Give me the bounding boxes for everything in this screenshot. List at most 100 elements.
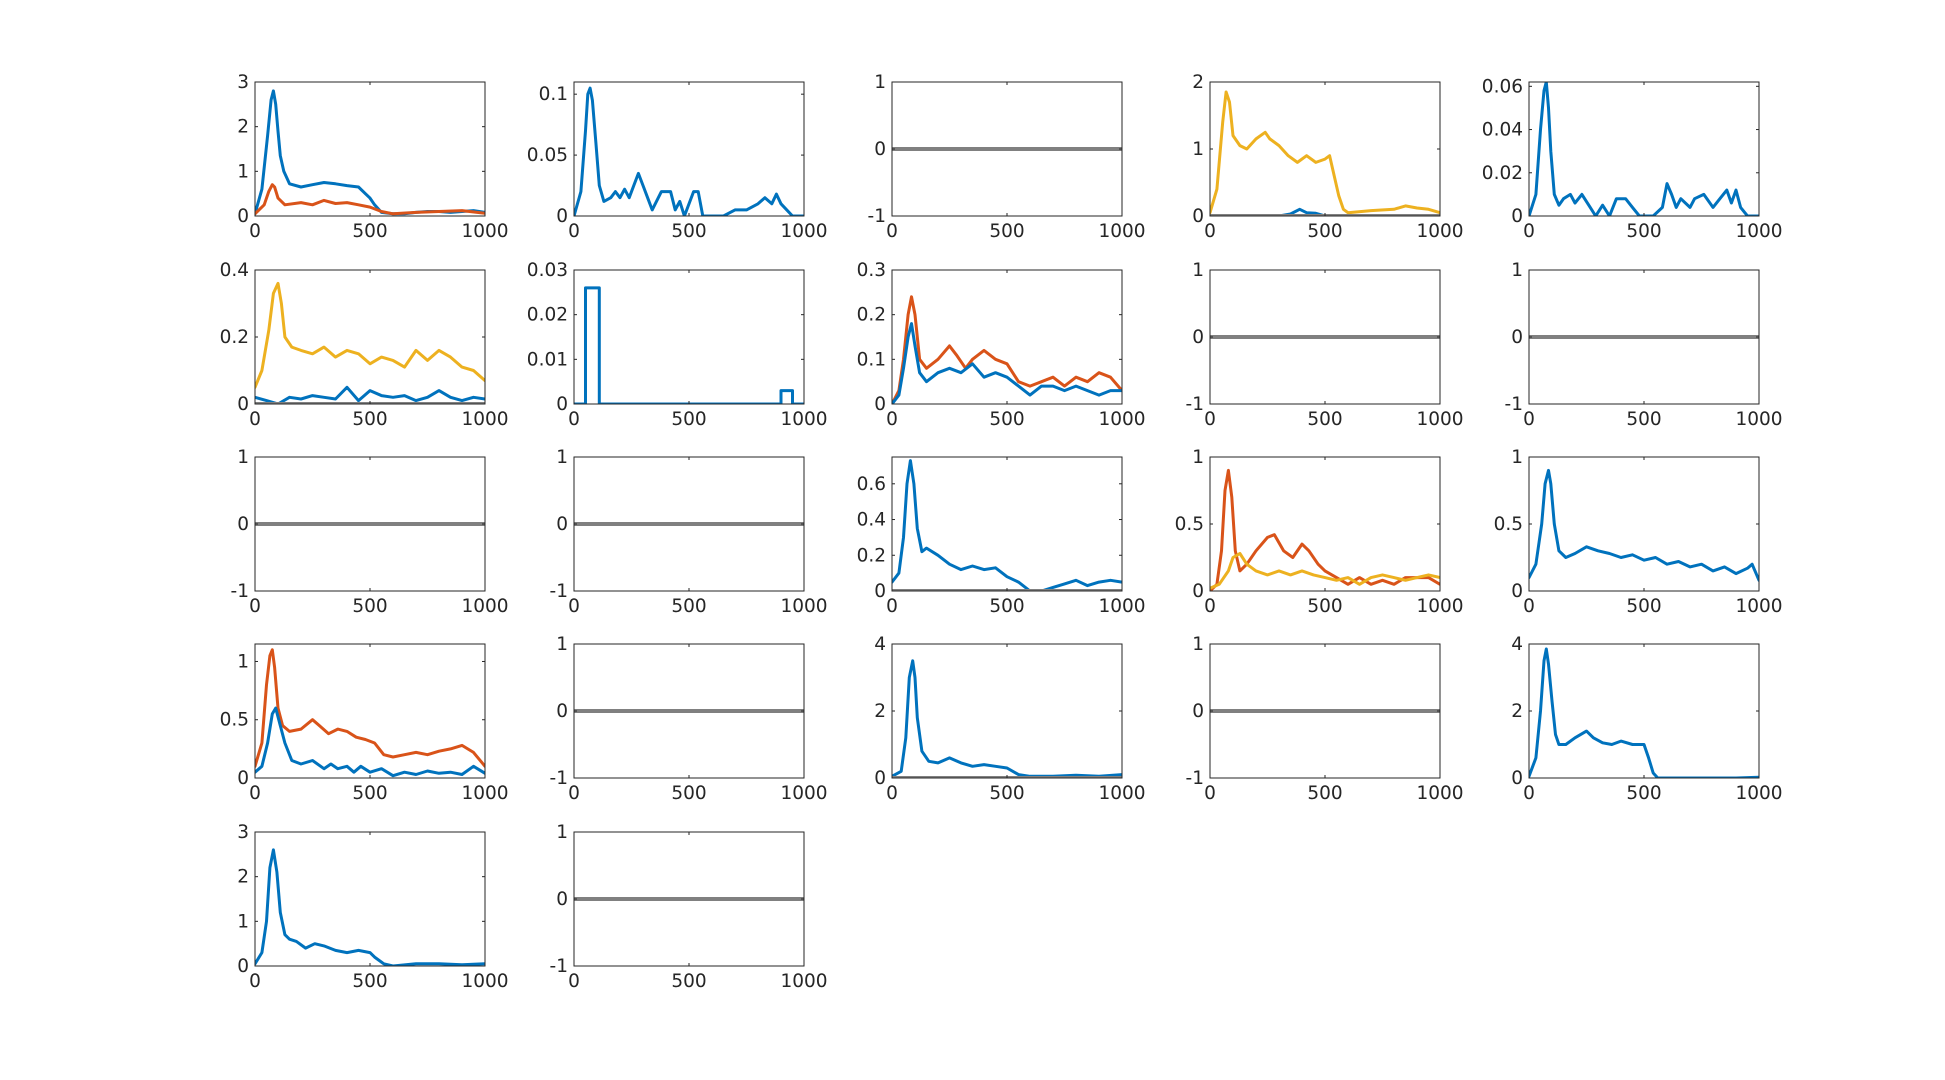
x-tick-label: 0 bbox=[568, 971, 580, 992]
y-tick-label: 0 bbox=[874, 581, 886, 602]
subplot-1: 0 500 1000 0 1 2 3 bbox=[237, 72, 508, 242]
y-tick-label: 0 bbox=[1511, 206, 1523, 227]
series-line-blue bbox=[255, 706, 485, 778]
y-tick-label: 1 bbox=[237, 651, 249, 672]
y-tick-label: 0 bbox=[556, 206, 568, 227]
x-tick-label: 1000 bbox=[1735, 409, 1782, 430]
x-tick-label: 500 bbox=[1626, 783, 1661, 804]
subplot-18: 0 500 1000 0 2 4 bbox=[874, 634, 1145, 804]
y-tick-label: 0 bbox=[237, 956, 249, 977]
y-tick-label: 1 bbox=[237, 447, 249, 468]
x-tick-label: 1000 bbox=[1098, 221, 1145, 242]
subplot-19: 0 500 1000-101 bbox=[1186, 634, 1464, 804]
subplot-15: 0 500 1000 0 0.5 1 bbox=[1494, 447, 1783, 617]
plot-area bbox=[1529, 457, 1759, 591]
x-tick-label: 1000 bbox=[1416, 783, 1463, 804]
y-tick-label: 0 bbox=[556, 394, 568, 415]
x-tick-label: 0 bbox=[568, 596, 580, 617]
y-tick-label: 0 bbox=[556, 701, 568, 722]
y-tick-label: 1 bbox=[556, 822, 568, 843]
subplot-17: 0 500 1000-101 bbox=[550, 634, 828, 804]
x-tick-label: 1000 bbox=[461, 783, 508, 804]
y-tick-label: 0.01 bbox=[527, 349, 568, 370]
y-tick-label: 0 bbox=[1511, 581, 1523, 602]
x-tick-label: 0 bbox=[568, 221, 580, 242]
y-tick-label: 0 bbox=[1192, 701, 1204, 722]
series-line-orange bbox=[255, 183, 485, 216]
plot-area bbox=[255, 270, 485, 404]
y-tick-label: 0 bbox=[1192, 581, 1204, 602]
subplot-21: 0 500 1000 0 1 2 3 bbox=[237, 822, 508, 992]
y-tick-label: 0.04 bbox=[1482, 120, 1523, 141]
y-tick-label: 0.06 bbox=[1482, 76, 1523, 97]
y-tick-label: 0.1 bbox=[539, 84, 568, 105]
series-line-yellow bbox=[255, 281, 485, 389]
y-tick-label: 0.02 bbox=[1482, 163, 1523, 184]
series-group bbox=[1529, 82, 1759, 216]
series-line-yellow bbox=[1210, 90, 1440, 215]
y-tick-label: -1 bbox=[550, 581, 568, 602]
x-tick-label: 0 bbox=[886, 221, 898, 242]
y-tick-label: 0 bbox=[556, 889, 568, 910]
series-line-blue bbox=[892, 459, 1122, 591]
x-tick-label: 500 bbox=[671, 971, 706, 992]
y-tick-label: -1 bbox=[1186, 394, 1204, 415]
subplot-5: 0 500 1000 0 0.02 0.04 0.06 bbox=[1482, 76, 1783, 242]
x-tick-label: 0 bbox=[249, 409, 261, 430]
series-line-blue bbox=[574, 286, 804, 404]
subplot-11: 0 500 1000-101 bbox=[231, 447, 509, 617]
subplot-10: 0 500 1000-101 bbox=[1505, 260, 1783, 430]
y-tick-label: 0 bbox=[874, 139, 886, 160]
y-tick-label: 1 bbox=[237, 911, 249, 932]
plot-area bbox=[1529, 82, 1759, 216]
x-tick-label: 500 bbox=[1307, 409, 1342, 430]
x-tick-label: 1000 bbox=[780, 783, 827, 804]
y-tick-label: 1 bbox=[237, 161, 249, 182]
x-tick-label: 500 bbox=[352, 596, 387, 617]
x-tick-label: 1000 bbox=[461, 409, 508, 430]
y-tick-label: 0.2 bbox=[857, 545, 886, 566]
y-tick-label: 1 bbox=[1511, 260, 1523, 281]
series-group bbox=[255, 281, 485, 404]
subplot-9: 0 500 1000-101 bbox=[1186, 260, 1464, 430]
plot-area bbox=[574, 82, 804, 216]
y-tick-label: 0 bbox=[237, 394, 249, 415]
x-tick-label: 1000 bbox=[461, 221, 508, 242]
series-line-blue bbox=[1529, 468, 1759, 582]
series-group bbox=[1529, 647, 1759, 778]
x-tick-label: 1000 bbox=[780, 971, 827, 992]
x-tick-label: 500 bbox=[989, 783, 1024, 804]
plot-area bbox=[255, 82, 485, 216]
y-tick-label: 0 bbox=[1192, 206, 1204, 227]
x-tick-label: 1000 bbox=[1098, 783, 1145, 804]
y-tick-label: 1 bbox=[1192, 634, 1204, 655]
y-tick-label: 4 bbox=[1511, 634, 1523, 655]
y-tick-label: 1 bbox=[874, 72, 886, 93]
x-tick-label: 0 bbox=[249, 596, 261, 617]
x-tick-label: 500 bbox=[352, 971, 387, 992]
y-tick-label: 0 bbox=[237, 514, 249, 535]
subplot-2: 0 500 1000 0 0.05 0.1 bbox=[527, 81, 828, 242]
series-group bbox=[255, 648, 485, 778]
series-line-blue bbox=[574, 86, 804, 216]
x-tick-label: 0 bbox=[886, 783, 898, 804]
y-tick-label: -1 bbox=[1505, 394, 1523, 415]
y-tick-label: 1 bbox=[556, 634, 568, 655]
x-tick-label: 500 bbox=[989, 596, 1024, 617]
x-tick-label: 500 bbox=[1307, 221, 1342, 242]
y-tick-label: -1 bbox=[231, 581, 249, 602]
x-tick-label: 500 bbox=[671, 783, 706, 804]
y-tick-label: 1 bbox=[1192, 447, 1204, 468]
x-tick-label: 0 bbox=[886, 409, 898, 430]
x-tick-label: 0 bbox=[1204, 596, 1216, 617]
subplot-22: 0 500 1000-101 bbox=[550, 822, 828, 992]
x-tick-label: 500 bbox=[1307, 596, 1342, 617]
series-group bbox=[892, 459, 1122, 591]
x-tick-label: 0 bbox=[1204, 221, 1216, 242]
x-tick-label: 500 bbox=[352, 783, 387, 804]
x-tick-label: 0 bbox=[1523, 409, 1535, 430]
x-tick-label: 500 bbox=[1626, 221, 1661, 242]
y-tick-label: 2 bbox=[237, 117, 249, 138]
x-tick-label: 0 bbox=[568, 783, 580, 804]
